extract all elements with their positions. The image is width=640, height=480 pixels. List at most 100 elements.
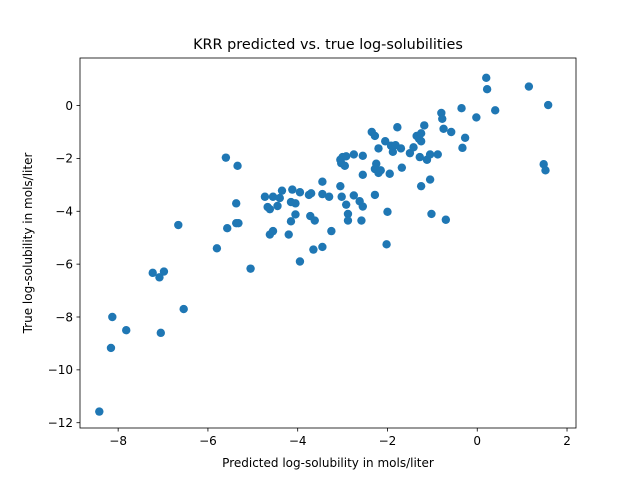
data-point bbox=[155, 273, 164, 282]
data-point bbox=[309, 245, 318, 254]
data-point bbox=[286, 217, 296, 226]
data-point bbox=[370, 190, 380, 200]
data-point bbox=[232, 199, 241, 208]
data-point bbox=[382, 240, 391, 249]
x-axis-ticks: −8 −6 −4 −2 0 2 bbox=[109, 428, 571, 448]
data-point bbox=[425, 175, 435, 184]
data-point bbox=[376, 166, 385, 175]
data-point bbox=[106, 343, 116, 353]
data-point bbox=[393, 123, 402, 132]
data-point bbox=[174, 220, 183, 230]
data-point bbox=[457, 104, 466, 113]
data-point bbox=[438, 114, 447, 123]
data-point bbox=[306, 189, 316, 198]
data-point bbox=[318, 189, 327, 199]
data-point bbox=[433, 150, 442, 159]
data-point bbox=[349, 150, 359, 159]
x-tick-label: 2 bbox=[563, 434, 571, 448]
data-point bbox=[212, 244, 222, 253]
data-point bbox=[277, 186, 287, 195]
data-point bbox=[159, 267, 169, 276]
data-point bbox=[337, 192, 346, 201]
data-point bbox=[324, 192, 334, 201]
y-tick-label: −8 bbox=[55, 310, 73, 324]
data-point bbox=[447, 127, 456, 137]
data-point bbox=[221, 153, 231, 162]
data-point bbox=[234, 218, 243, 228]
data-point bbox=[460, 133, 470, 143]
data-point bbox=[374, 144, 383, 153]
data-point bbox=[223, 224, 232, 233]
chart-title: KRR predicted vs. true log-solubilities bbox=[193, 37, 463, 53]
data-point bbox=[233, 161, 242, 171]
x-tick-label: 0 bbox=[473, 434, 481, 448]
data-point bbox=[491, 106, 500, 115]
data-point bbox=[458, 143, 467, 153]
y-tick-label: −12 bbox=[48, 416, 73, 430]
data-point bbox=[275, 193, 284, 203]
data-point bbox=[439, 124, 448, 134]
x-tick-label: −6 bbox=[199, 434, 217, 448]
data-point bbox=[415, 152, 424, 162]
data-point bbox=[108, 312, 117, 322]
data-point bbox=[358, 151, 367, 160]
data-point bbox=[349, 191, 359, 200]
data-point bbox=[472, 113, 481, 122]
data-point bbox=[343, 209, 353, 219]
data-point bbox=[427, 209, 436, 219]
data-point bbox=[397, 163, 407, 172]
data-point bbox=[343, 216, 353, 225]
data-point bbox=[370, 131, 380, 141]
data-point bbox=[268, 192, 278, 201]
data-point bbox=[482, 73, 491, 83]
data-point bbox=[420, 121, 429, 130]
data-point bbox=[341, 200, 351, 209]
data-point bbox=[425, 150, 435, 159]
data-point bbox=[416, 137, 426, 146]
points-layer bbox=[95, 73, 553, 416]
data-point bbox=[381, 137, 390, 146]
data-point bbox=[358, 170, 367, 180]
x-tick-label: −4 bbox=[289, 434, 307, 448]
y-axis-label: True log-solubility in mols/liter bbox=[21, 153, 35, 335]
data-point bbox=[246, 264, 255, 273]
data-point bbox=[310, 216, 319, 225]
data-point bbox=[291, 210, 300, 219]
y-tick-label: −4 bbox=[55, 205, 73, 219]
y-tick-label: −2 bbox=[55, 152, 73, 166]
data-point bbox=[524, 82, 534, 91]
y-tick-label: −6 bbox=[55, 257, 73, 271]
data-point bbox=[179, 304, 188, 314]
plot-frame bbox=[79, 57, 577, 429]
data-point bbox=[122, 326, 131, 335]
data-point bbox=[284, 230, 293, 239]
data-point bbox=[295, 188, 305, 197]
data-point bbox=[541, 166, 550, 175]
data-point bbox=[383, 207, 392, 217]
data-point bbox=[385, 169, 394, 178]
data-point bbox=[265, 204, 275, 214]
data-point bbox=[357, 216, 366, 225]
data-point bbox=[341, 152, 351, 161]
data-point bbox=[327, 226, 336, 236]
data-point bbox=[416, 129, 426, 138]
data-point bbox=[336, 181, 345, 191]
data-point bbox=[543, 100, 553, 110]
data-point bbox=[95, 407, 104, 416]
data-point bbox=[318, 177, 327, 186]
data-point bbox=[318, 242, 327, 252]
data-point bbox=[288, 185, 297, 194]
x-tick-label: −8 bbox=[109, 434, 127, 448]
data-point bbox=[340, 161, 350, 171]
data-point bbox=[416, 181, 426, 191]
data-point bbox=[396, 144, 406, 153]
data-point bbox=[441, 215, 451, 224]
data-point bbox=[358, 202, 367, 211]
data-point bbox=[156, 328, 165, 338]
data-point bbox=[482, 84, 492, 94]
y-tick-label: −10 bbox=[48, 363, 73, 377]
data-point bbox=[273, 201, 282, 211]
